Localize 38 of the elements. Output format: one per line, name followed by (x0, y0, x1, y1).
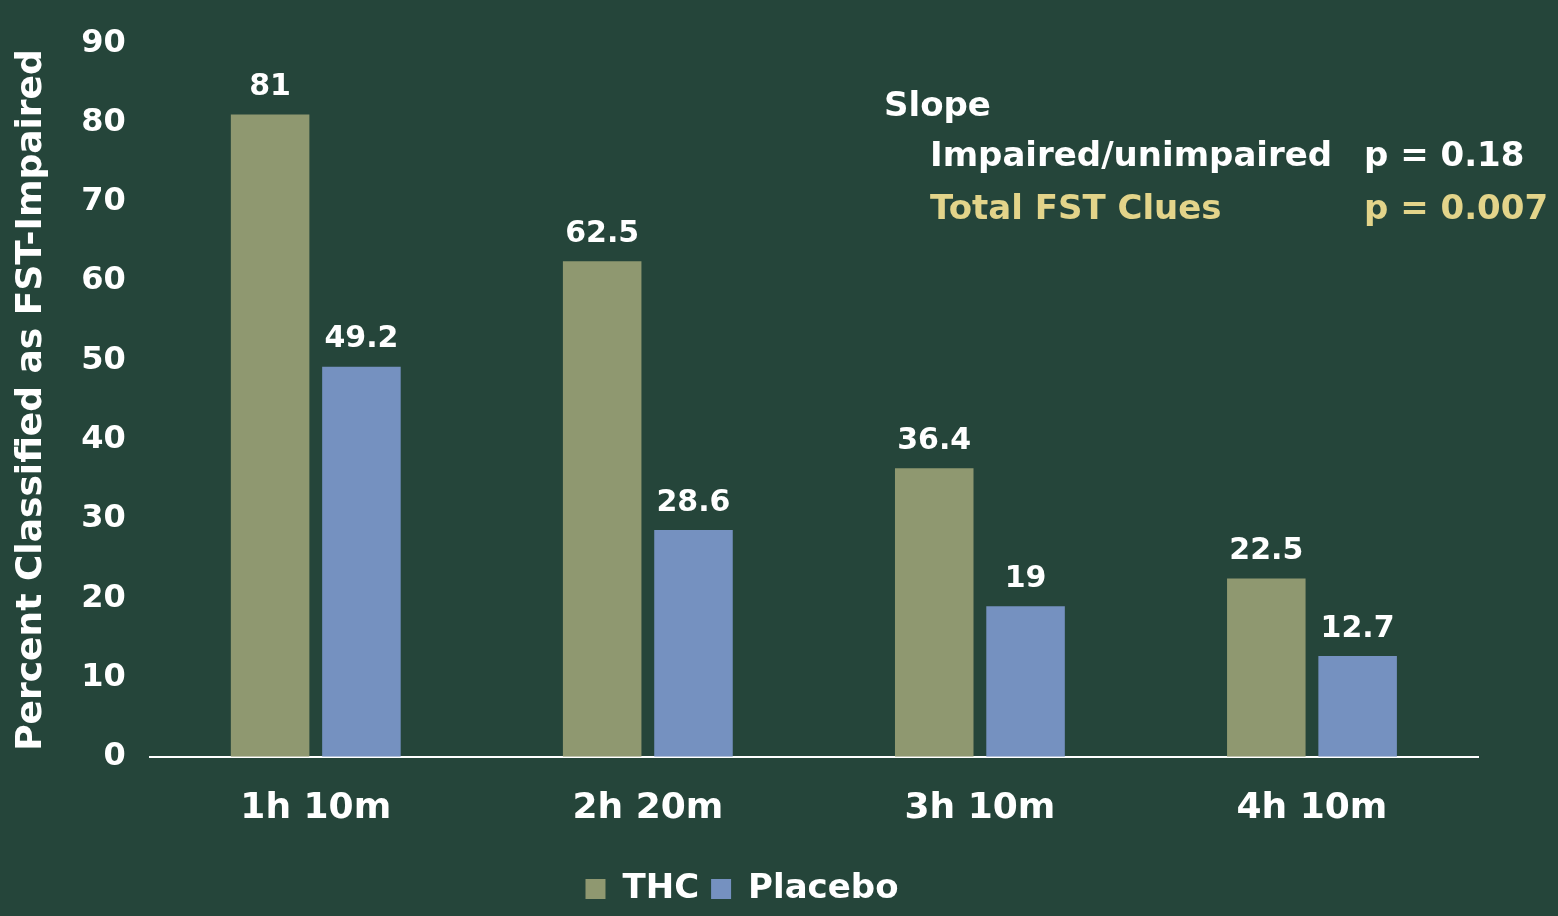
annotation: Slope (884, 84, 991, 124)
bar (894, 468, 974, 757)
data-label: 19 (1004, 558, 1047, 594)
data-label: 49.2 (324, 319, 399, 355)
bar (654, 530, 733, 757)
x-tick-label: 2h 20m (572, 784, 724, 826)
y-tick-label: 60 (81, 259, 126, 298)
y-tick-label: 90 (81, 21, 126, 60)
bar (1318, 656, 1397, 757)
y-tick-label: 70 (81, 180, 126, 219)
bar (1227, 578, 1306, 757)
x-tick-label: 3h 10m (904, 784, 1056, 826)
data-label: 28.6 (656, 482, 731, 518)
x-tick-label: 1h 10m (240, 784, 392, 826)
bar (230, 114, 310, 757)
data-label: 62.5 (565, 214, 640, 250)
bar (562, 261, 642, 757)
y-tick-label: 80 (81, 100, 126, 139)
y-axis-title: Percent Classified as FST-Impaired (7, 49, 49, 751)
annotation: Total FST Clues (930, 187, 1222, 227)
y-tick-label: 10 (81, 655, 126, 694)
data-label: 22.5 (1229, 531, 1304, 567)
legend-label: THC (622, 865, 700, 906)
x-tick-label: 4h 10m (1236, 784, 1388, 826)
annotation: p = 0.007 (1364, 187, 1549, 227)
legend-label: Placebo (748, 865, 899, 906)
data-label: 81 (249, 67, 291, 103)
bar (986, 606, 1065, 757)
y-tick-label: 50 (81, 338, 126, 377)
y-tick-label: 30 (81, 497, 126, 536)
data-label: 36.4 (897, 420, 972, 456)
y-tick-label: 40 (81, 417, 126, 456)
annotation: p = 0.18 (1364, 134, 1525, 174)
data-label: 12.7 (1320, 608, 1395, 644)
y-tick-label: 0 (103, 735, 126, 774)
y-tick-label: 20 (81, 576, 126, 615)
bar (322, 366, 401, 757)
annotation: Impaired/unimpaired (930, 134, 1333, 174)
